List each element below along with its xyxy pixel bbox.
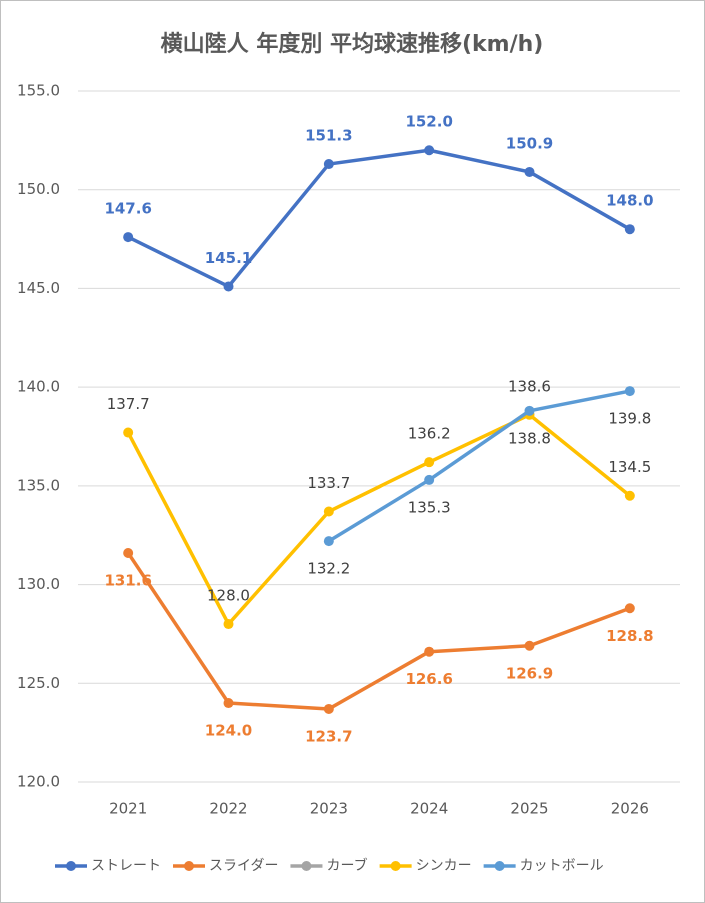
series-line: [126, 552, 631, 711]
x-tick-label: 2023: [310, 800, 348, 818]
point: [424, 474, 435, 485]
y-tick-label: 145.0: [17, 279, 60, 297]
point: [524, 405, 535, 416]
legend-label: カットボール: [520, 858, 604, 874]
point: [223, 698, 234, 709]
point: [624, 490, 635, 501]
point: [424, 145, 435, 156]
point: [323, 703, 334, 714]
y-tick-label: 120.0: [17, 773, 60, 791]
legend-swatch-marker: [301, 861, 312, 871]
data-label: 128.8: [606, 627, 653, 645]
legend-swatch-marker: [494, 861, 505, 871]
x-tick-label: 2021: [109, 800, 147, 818]
data-label: 147.6: [104, 200, 151, 218]
point: [223, 619, 234, 630]
y-tick-label: 155.0: [17, 82, 60, 100]
series-line: [327, 389, 631, 543]
x-tick-label: 2022: [209, 800, 247, 818]
data-label: 126.6: [405, 670, 452, 688]
data-label: 133.7: [307, 474, 350, 492]
y-tick-label: 125.0: [17, 674, 60, 692]
legend-label: スライダー: [209, 858, 278, 874]
y-tick-label: 135.0: [17, 476, 60, 494]
legend-label: カーブ: [326, 857, 367, 874]
data-label: 135.3: [408, 498, 451, 516]
legend-label: シンカー: [416, 858, 472, 874]
point: [123, 427, 134, 438]
data-label: 132.2: [307, 560, 350, 578]
data-label: 148.0: [606, 192, 653, 210]
point: [123, 232, 134, 243]
x-tick-label: 2025: [510, 800, 548, 818]
data-label: 124.0: [205, 722, 252, 740]
chart-title: 横山陸人 年度別 平均球速推移(km/h): [161, 31, 544, 57]
legend-swatch-marker: [390, 861, 401, 871]
point: [323, 536, 334, 547]
legend-swatch-marker: [66, 861, 76, 871]
y-tick-label: 150.0: [17, 180, 60, 198]
point: [624, 603, 635, 614]
data-label: 123.7: [305, 727, 352, 745]
x-tick-label: 2024: [410, 800, 448, 818]
series-line: [126, 413, 631, 626]
data-label: 136.2: [408, 425, 451, 443]
data-label: 138.6: [508, 377, 551, 395]
data-label: 134.5: [608, 458, 651, 476]
data-label: 126.9: [506, 664, 553, 682]
data-label: 128.0: [207, 587, 250, 605]
data-label: 131.6: [104, 571, 151, 589]
y-tick-label: 130.0: [17, 575, 60, 593]
point: [524, 166, 535, 177]
point: [424, 457, 435, 468]
point: [223, 281, 234, 292]
data-label: 139.8: [608, 410, 651, 428]
data-label: 137.7: [107, 395, 150, 413]
legend-swatch-marker: [184, 861, 194, 871]
series-line: [127, 148, 631, 289]
point: [323, 506, 334, 517]
point: [624, 224, 635, 235]
data-label: 152.0: [405, 113, 452, 131]
point: [424, 646, 435, 657]
point: [123, 547, 134, 558]
y-tick-label: 140.0: [17, 378, 60, 396]
point: [323, 159, 334, 170]
data-label: 145.1: [205, 249, 252, 267]
data-label: 138.8: [508, 429, 551, 447]
data-label: 150.9: [506, 134, 553, 152]
legend-label: ストレート: [91, 858, 161, 874]
data-label: 151.3: [305, 127, 352, 145]
point: [524, 640, 535, 651]
point: [624, 386, 635, 397]
x-tick-label: 2026: [611, 800, 649, 818]
